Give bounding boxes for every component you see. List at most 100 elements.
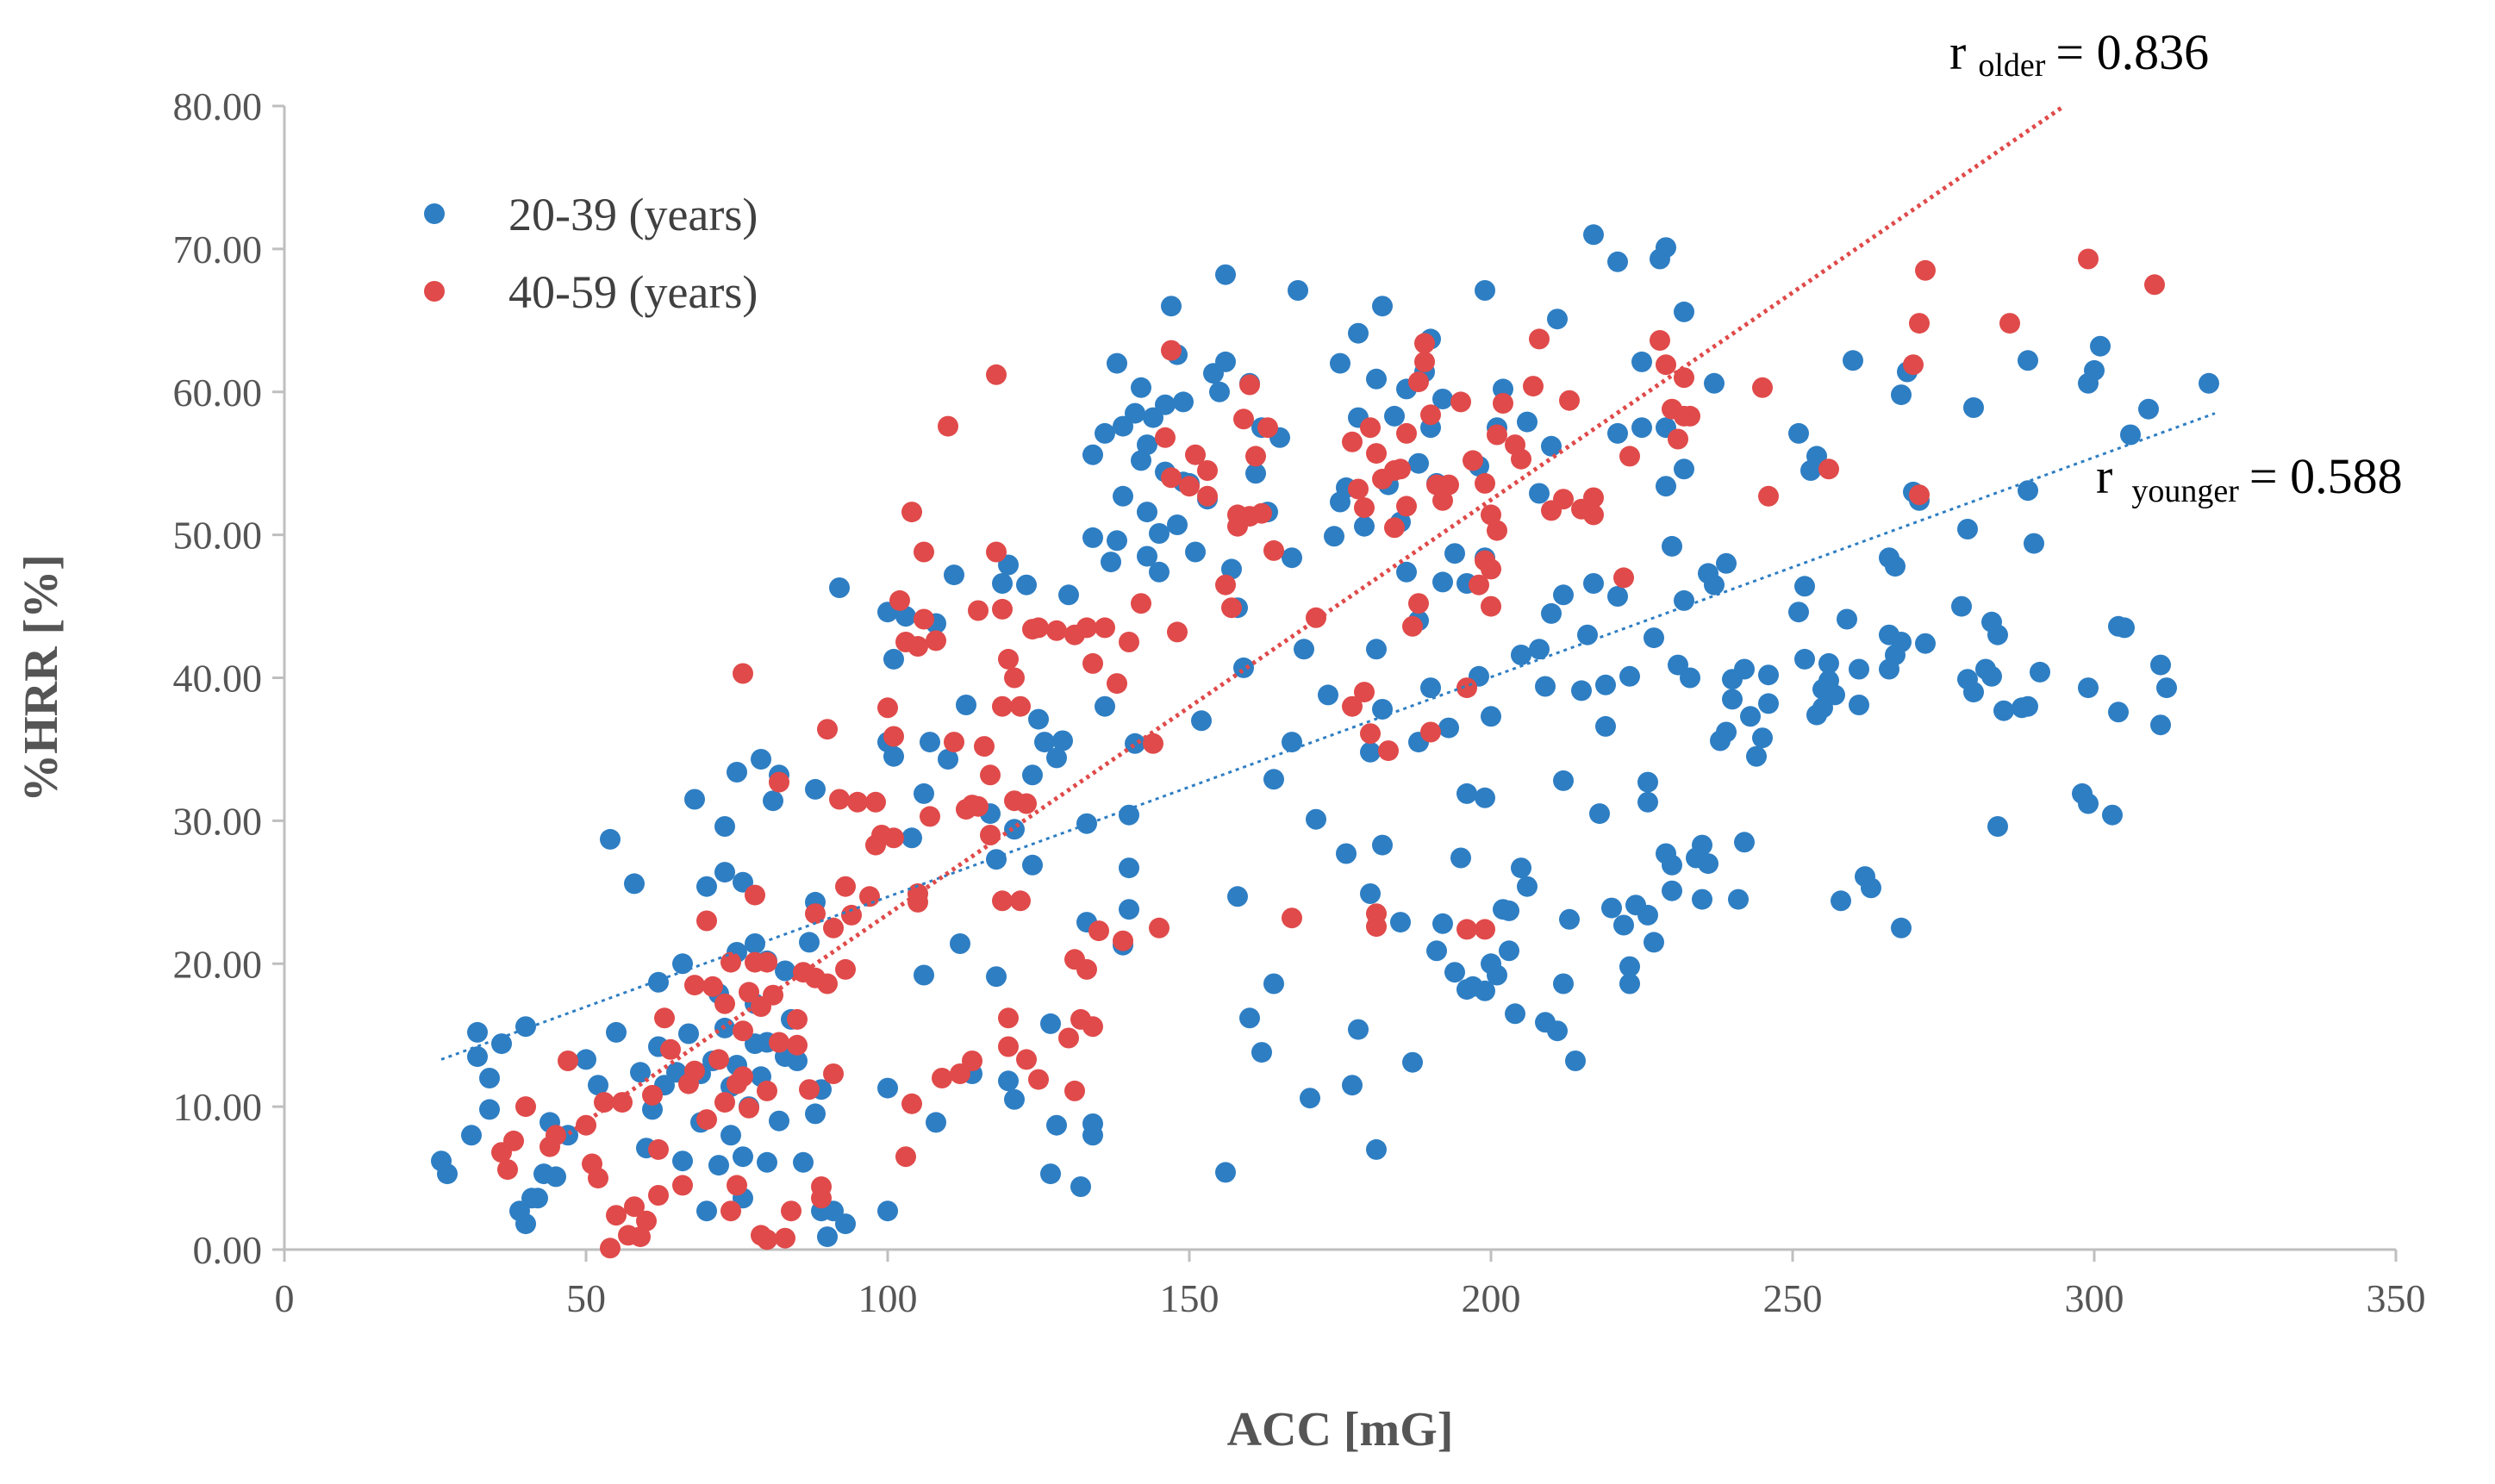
point-older — [1999, 313, 2020, 334]
point-younger — [1245, 463, 1266, 484]
point-older — [1360, 723, 1381, 745]
point-younger — [1402, 1051, 1423, 1073]
point-younger — [606, 1021, 627, 1043]
y-tick-label: 70.00 — [173, 228, 263, 271]
point-older — [714, 1092, 735, 1113]
point-younger — [1095, 422, 1115, 444]
point-younger — [1758, 664, 1779, 686]
point-older — [727, 1175, 747, 1196]
x-tick-label: 50 — [566, 1276, 606, 1320]
point-older — [1529, 328, 1550, 350]
point-younger — [1794, 648, 1815, 670]
point-younger — [769, 1110, 789, 1132]
point-older — [654, 1007, 675, 1029]
point-younger — [1366, 1138, 1387, 1160]
point-older — [1354, 682, 1375, 703]
point-older — [648, 1185, 669, 1206]
point-younger — [920, 732, 940, 753]
point-older — [606, 1205, 627, 1226]
point-younger — [1282, 547, 1302, 569]
point-younger — [1553, 770, 1574, 791]
point-older — [515, 1096, 536, 1118]
point-younger — [1559, 908, 1580, 930]
point-younger — [546, 1166, 566, 1188]
point-older — [1167, 621, 1188, 643]
point-younger — [1493, 378, 1513, 400]
point-younger — [1137, 434, 1157, 456]
point-older — [1818, 458, 1839, 480]
point-older — [998, 648, 1019, 670]
point-older — [1251, 502, 1272, 524]
legend-item-younger: 20-39 (years) — [424, 189, 758, 240]
point-younger — [1125, 402, 1145, 424]
point-older — [1408, 593, 1429, 614]
legend-marker-younger — [424, 203, 445, 224]
point-older — [865, 791, 886, 813]
point-younger — [1372, 834, 1393, 856]
point-older — [1131, 593, 1151, 614]
point-younger — [1680, 667, 1700, 689]
point-younger — [1432, 571, 1453, 593]
point-older — [612, 1092, 633, 1113]
point-older — [739, 1097, 759, 1119]
y-tick-label: 50.00 — [173, 514, 263, 558]
point-younger — [1583, 224, 1604, 246]
point-older — [763, 984, 783, 1006]
point-older — [908, 883, 928, 904]
point-older — [1161, 340, 1182, 361]
x-tick-label: 200 — [1462, 1276, 1521, 1320]
point-older — [1523, 376, 1544, 397]
point-younger — [1987, 624, 2008, 645]
point-older — [926, 630, 946, 652]
point-younger — [986, 849, 1007, 870]
point-older — [1257, 417, 1278, 439]
point-younger — [1861, 877, 1881, 899]
point-older — [944, 732, 964, 753]
x-tick-label: 0 — [275, 1276, 295, 1320]
point-younger — [708, 1155, 729, 1176]
point-younger — [1794, 576, 1815, 597]
point-younger — [1637, 904, 1658, 926]
point-older — [787, 1008, 808, 1030]
point-younger — [1481, 706, 1501, 727]
point-younger — [1155, 394, 1176, 415]
point-younger — [1360, 741, 1381, 763]
point-older — [992, 598, 1013, 620]
point-younger — [1674, 589, 1694, 611]
point-older — [901, 502, 922, 523]
point-older — [733, 1020, 753, 1042]
point-older — [1909, 313, 1930, 334]
point-younger — [799, 932, 820, 953]
point-younger — [1294, 639, 1314, 660]
point-older — [883, 827, 904, 849]
point-younger — [588, 1075, 608, 1096]
point-older — [696, 1109, 717, 1131]
point-older — [1016, 793, 1037, 814]
point-younger — [467, 1021, 488, 1043]
trendline-younger — [440, 412, 2216, 1061]
point-younger — [805, 778, 826, 800]
legend: 20-39 (years) 40-59 (years) — [424, 189, 758, 318]
point-older — [672, 1175, 693, 1196]
annotation-older-label: r older = 0.836 — [1949, 24, 2209, 84]
point-younger — [1475, 280, 1495, 301]
point-younger — [1306, 808, 1326, 830]
point-older — [600, 1238, 621, 1259]
point-older — [1119, 632, 1139, 652]
point-older — [1197, 485, 1218, 507]
point-older — [558, 1051, 578, 1071]
point-younger — [1589, 803, 1610, 825]
point-older — [1903, 354, 1924, 376]
point-older — [968, 795, 989, 817]
point-older — [1481, 558, 1501, 580]
point-older — [1487, 520, 1507, 541]
point-older — [1674, 367, 1694, 389]
point-younger — [630, 1062, 651, 1083]
point-younger — [1637, 791, 1658, 813]
point-younger — [1613, 914, 1634, 936]
point-older — [1221, 597, 1242, 619]
point-younger — [684, 789, 705, 810]
point-older — [998, 1007, 1019, 1029]
point-older — [642, 1084, 663, 1106]
point-older — [823, 1063, 844, 1084]
